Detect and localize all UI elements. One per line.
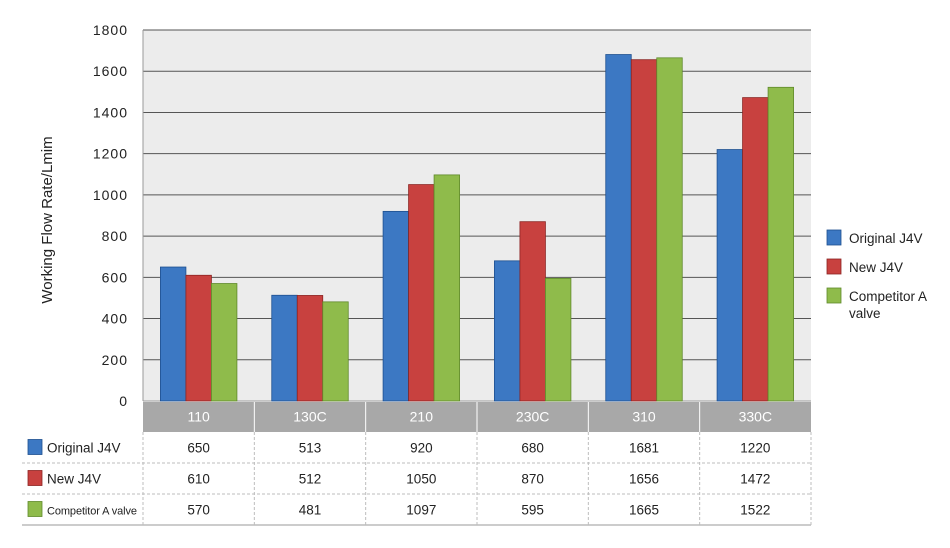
legend-swatch [826, 229, 842, 246]
y-axis-title: Working Flow Rate/Lmim [39, 136, 56, 303]
table-value: 570 [187, 503, 210, 518]
category-label: 110 [188, 409, 211, 425]
category-label: 230C [516, 409, 549, 425]
category-label: 310 [632, 409, 656, 425]
table-value: 595 [521, 503, 544, 518]
legend-label: Competitor A [849, 289, 927, 304]
y-tick-label: 200 [102, 352, 128, 368]
legend: Original J4V New J4V Competitor A valve [826, 229, 927, 321]
bar [545, 277, 572, 402]
table-series-label: Competitor A valve [47, 506, 137, 518]
bar [519, 221, 546, 402]
category-label: 130C [293, 409, 326, 425]
table-value: 1050 [406, 472, 436, 487]
table-value: 481 [299, 503, 322, 518]
bar [160, 266, 187, 402]
bar [185, 274, 212, 402]
plot-background [143, 30, 811, 401]
y-tick-label: 1000 [93, 187, 128, 203]
legend-label: valve [849, 306, 881, 321]
bar [433, 174, 460, 402]
bar [767, 86, 794, 402]
y-tick-label: 600 [102, 269, 128, 285]
y-tick-label: 800 [102, 228, 128, 244]
bars-layer [160, 54, 794, 402]
bar [322, 301, 349, 402]
bar [494, 260, 521, 402]
category-axis: 110 130C 210 230C 310 330C [143, 402, 811, 432]
table-series-swatch [27, 501, 43, 517]
category-label: 330C [739, 409, 772, 425]
table-value: 870 [521, 472, 544, 487]
legend-label: Original J4V [849, 231, 923, 246]
table-value: 1665 [629, 503, 659, 518]
bar [296, 295, 324, 402]
table-value: 1522 [740, 503, 770, 518]
table-value: 920 [410, 441, 433, 456]
bar [382, 210, 409, 402]
table-value: 680 [521, 441, 544, 456]
y-tick-label: 1200 [93, 146, 128, 162]
category-label: 210 [410, 409, 434, 425]
legend-label: New J4V [849, 260, 903, 275]
y-axis: 0 200 400 600 800 1000 1200 1400 1600 1800 [93, 22, 128, 409]
table-value: 610 [187, 472, 210, 487]
y-tick-label: 1800 [93, 22, 128, 38]
table-value: 1220 [740, 441, 770, 456]
table-series-swatch [27, 470, 43, 486]
y-tick-label: 1600 [93, 63, 128, 79]
table-value: 1472 [740, 472, 770, 487]
table-value: 1681 [629, 441, 659, 456]
table-series-swatch [27, 439, 43, 455]
bar [716, 149, 743, 402]
table-value: 1656 [629, 472, 659, 487]
plot-area [142, 29, 811, 402]
bar [630, 59, 658, 402]
table-series-label: Original J4V [47, 441, 121, 456]
legend-swatch [826, 287, 842, 304]
table-value: 512 [299, 472, 322, 487]
bar [408, 184, 435, 402]
table-value: 1097 [406, 503, 436, 518]
bar [211, 283, 238, 402]
bar [656, 57, 683, 402]
legend-swatch [826, 258, 842, 275]
bar [605, 54, 632, 402]
y-axis-title-group: Working Flow Rate/Lmim [39, 136, 56, 303]
y-tick-label: 1400 [93, 104, 128, 120]
table-series-label: New J4V [47, 472, 101, 487]
data-table: Original J4V 650 513 920 680 1681 1220 New J4V 6… [22, 432, 812, 526]
table-value: 650 [187, 441, 210, 456]
table-value: 513 [299, 441, 322, 456]
y-tick-label: 400 [102, 311, 128, 327]
y-tick-label: 0 [119, 393, 128, 409]
bar [742, 97, 769, 402]
bar [271, 294, 298, 402]
